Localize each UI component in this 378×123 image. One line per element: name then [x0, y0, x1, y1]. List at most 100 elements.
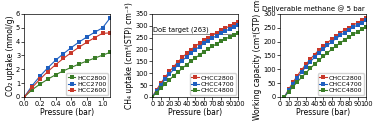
HCC2800 [100, 54, 105, 56]
Text: DoE target (263): DoE target (263) [153, 27, 209, 33]
CHCC2800 [201, 40, 206, 41]
CHCC4700 [291, 83, 295, 84]
Legend: HCC2800, HCC2700, HCC2600: HCC2800, HCC2700, HCC2600 [66, 73, 108, 95]
CHCC4700 [325, 45, 330, 46]
Line: HCC2700: HCC2700 [23, 16, 112, 98]
CHCC2800 [295, 75, 300, 76]
CHCC2800 [219, 30, 223, 31]
CHCC4800 [206, 48, 211, 50]
CHCC2800 [163, 77, 167, 78]
CHCC2800 [347, 27, 351, 28]
CHCC4700 [342, 32, 347, 33]
HCC2700 [92, 31, 97, 33]
CHCC4700 [355, 24, 360, 26]
Line: CHCC2800: CHCC2800 [151, 21, 240, 98]
CHCC2800 [227, 25, 232, 27]
CHCC4700 [159, 84, 163, 85]
CHCC4700 [364, 20, 369, 21]
CHCC2800 [342, 29, 347, 31]
HCC2800 [77, 63, 81, 65]
HCC2700 [108, 17, 113, 18]
CHCC4800 [295, 81, 300, 83]
CHCC2800 [206, 37, 211, 38]
CHCC4700 [163, 79, 167, 80]
Line: CHCC4800: CHCC4800 [151, 31, 240, 98]
HCC2700 [77, 41, 81, 43]
HCC2600 [92, 37, 97, 38]
CHCC2800 [189, 49, 193, 50]
CHCC4800 [338, 42, 342, 44]
CHCC4800 [364, 26, 369, 28]
Line: CHCC4800: CHCC4800 [283, 26, 368, 98]
CHCC4700 [210, 37, 215, 39]
HCC2800 [22, 96, 26, 98]
CHCC4800 [223, 38, 228, 40]
CHCC4800 [312, 63, 317, 65]
CHCC2800 [325, 42, 330, 43]
HCC2800 [69, 67, 73, 68]
CHCC2800 [154, 89, 159, 91]
CHCC4800 [180, 67, 184, 69]
CHCC2800 [364, 17, 369, 19]
CHCC4800 [197, 54, 202, 56]
CHCC4800 [184, 64, 189, 65]
CHCC2800 [159, 82, 163, 84]
HCC2700 [53, 59, 58, 61]
HCC2600 [45, 71, 50, 72]
CHCC4700 [184, 56, 189, 58]
CHCC4800 [172, 75, 176, 77]
CHCC4800 [308, 68, 313, 69]
CHCC4800 [291, 86, 295, 87]
Line: CHCC4700: CHCC4700 [283, 19, 368, 98]
CHCC4700 [180, 60, 184, 61]
HCC2700 [45, 67, 50, 69]
HCC2600 [30, 87, 34, 88]
CHCC4800 [167, 79, 172, 81]
HCC2800 [38, 83, 42, 85]
CHCC4800 [150, 96, 155, 98]
Line: CHCC4700: CHCC4700 [151, 24, 240, 98]
CHCC2800 [232, 23, 236, 25]
CHCC2800 [351, 24, 355, 26]
CHCC2800 [176, 61, 180, 62]
HCC2700 [30, 85, 34, 86]
CHCC4800 [282, 96, 287, 98]
HCC2700 [85, 36, 89, 38]
HCC2700 [61, 53, 66, 54]
HCC2600 [100, 33, 105, 34]
CHCC4700 [154, 90, 159, 92]
HCC2600 [108, 32, 113, 34]
CHCC4700 [308, 61, 313, 62]
CHCC4800 [232, 34, 236, 35]
CHCC2800 [359, 20, 364, 21]
HCC2700 [100, 27, 105, 29]
Line: HCC2800: HCC2800 [23, 51, 112, 98]
CHCC4700 [206, 40, 211, 41]
HCC2800 [85, 60, 89, 62]
CHCC4800 [176, 71, 180, 73]
CHCC4800 [330, 48, 334, 50]
CHCC4700 [227, 28, 232, 30]
CHCC2800 [184, 53, 189, 54]
CHCC2800 [308, 59, 313, 60]
HCC2700 [22, 96, 26, 98]
CHCC4700 [201, 43, 206, 44]
CHCC2800 [287, 88, 291, 90]
HCC2600 [69, 52, 73, 53]
CHCC2800 [355, 22, 360, 23]
CHCC4800 [334, 45, 338, 47]
CHCC4700 [232, 26, 236, 28]
CHCC4800 [304, 72, 308, 74]
HCC2600 [77, 46, 81, 48]
CHCC2800 [210, 34, 215, 36]
Legend: CHCC2800, CHCC4700, CHCC4800: CHCC2800, CHCC4700, CHCC4800 [318, 73, 364, 95]
Y-axis label: CH₄ uptake (cm³(STP) cm⁻³): CH₄ uptake (cm³(STP) cm⁻³) [125, 2, 134, 109]
CHCC4700 [282, 96, 287, 98]
HCC2600 [38, 78, 42, 80]
CHCC4700 [150, 96, 155, 98]
CHCC4700 [287, 89, 291, 91]
CHCC4800 [351, 34, 355, 35]
CHCC2800 [338, 32, 342, 34]
CHCC4800 [227, 36, 232, 38]
CHCC4800 [325, 52, 330, 54]
